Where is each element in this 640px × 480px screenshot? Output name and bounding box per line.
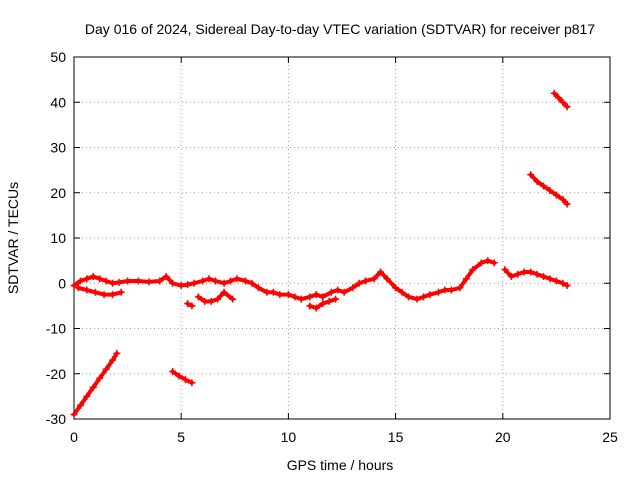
data-point — [229, 295, 237, 303]
x-axis-label: GPS time / hours — [287, 457, 394, 473]
y-tick-label: 40 — [50, 94, 66, 110]
data-point — [332, 295, 340, 303]
data-point — [188, 379, 196, 387]
x-tick-label: 0 — [70, 429, 78, 445]
data-trace — [385, 276, 398, 290]
y-tick-label: -30 — [46, 411, 66, 427]
y-axis-label: SDTVAR / TECUs — [5, 182, 21, 294]
data-point — [563, 103, 571, 111]
grid-lines — [74, 57, 610, 419]
chart-title: Day 016 of 2024, Sidereal Day-to-day VTE… — [85, 21, 595, 37]
data-point — [113, 349, 121, 357]
data-point — [490, 259, 498, 267]
data-point — [563, 200, 571, 208]
data-trace — [222, 290, 235, 302]
x-tick-label: 5 — [177, 429, 185, 445]
y-tick-label: 20 — [50, 185, 66, 201]
x-tick-label: 15 — [388, 429, 404, 445]
x-tick-label: 20 — [495, 429, 511, 445]
y-tick-label: -10 — [46, 321, 66, 337]
x-tick-label: 10 — [281, 429, 297, 445]
data-points — [70, 89, 571, 418]
data-point — [563, 282, 571, 290]
x-tick-label: 25 — [602, 429, 618, 445]
axis-ticks: 0 5 10 15 20 25 -30 -20 -10 0 10 20 30 40 50 — [46, 49, 618, 445]
y-tick-label: -20 — [46, 366, 66, 382]
y-tick-label: 50 — [50, 49, 66, 65]
data-point — [188, 302, 196, 310]
data-point — [117, 288, 125, 296]
y-tick-label: 0 — [58, 275, 66, 291]
y-tick-label: 30 — [50, 140, 66, 156]
y-tick-label: 10 — [50, 230, 66, 246]
